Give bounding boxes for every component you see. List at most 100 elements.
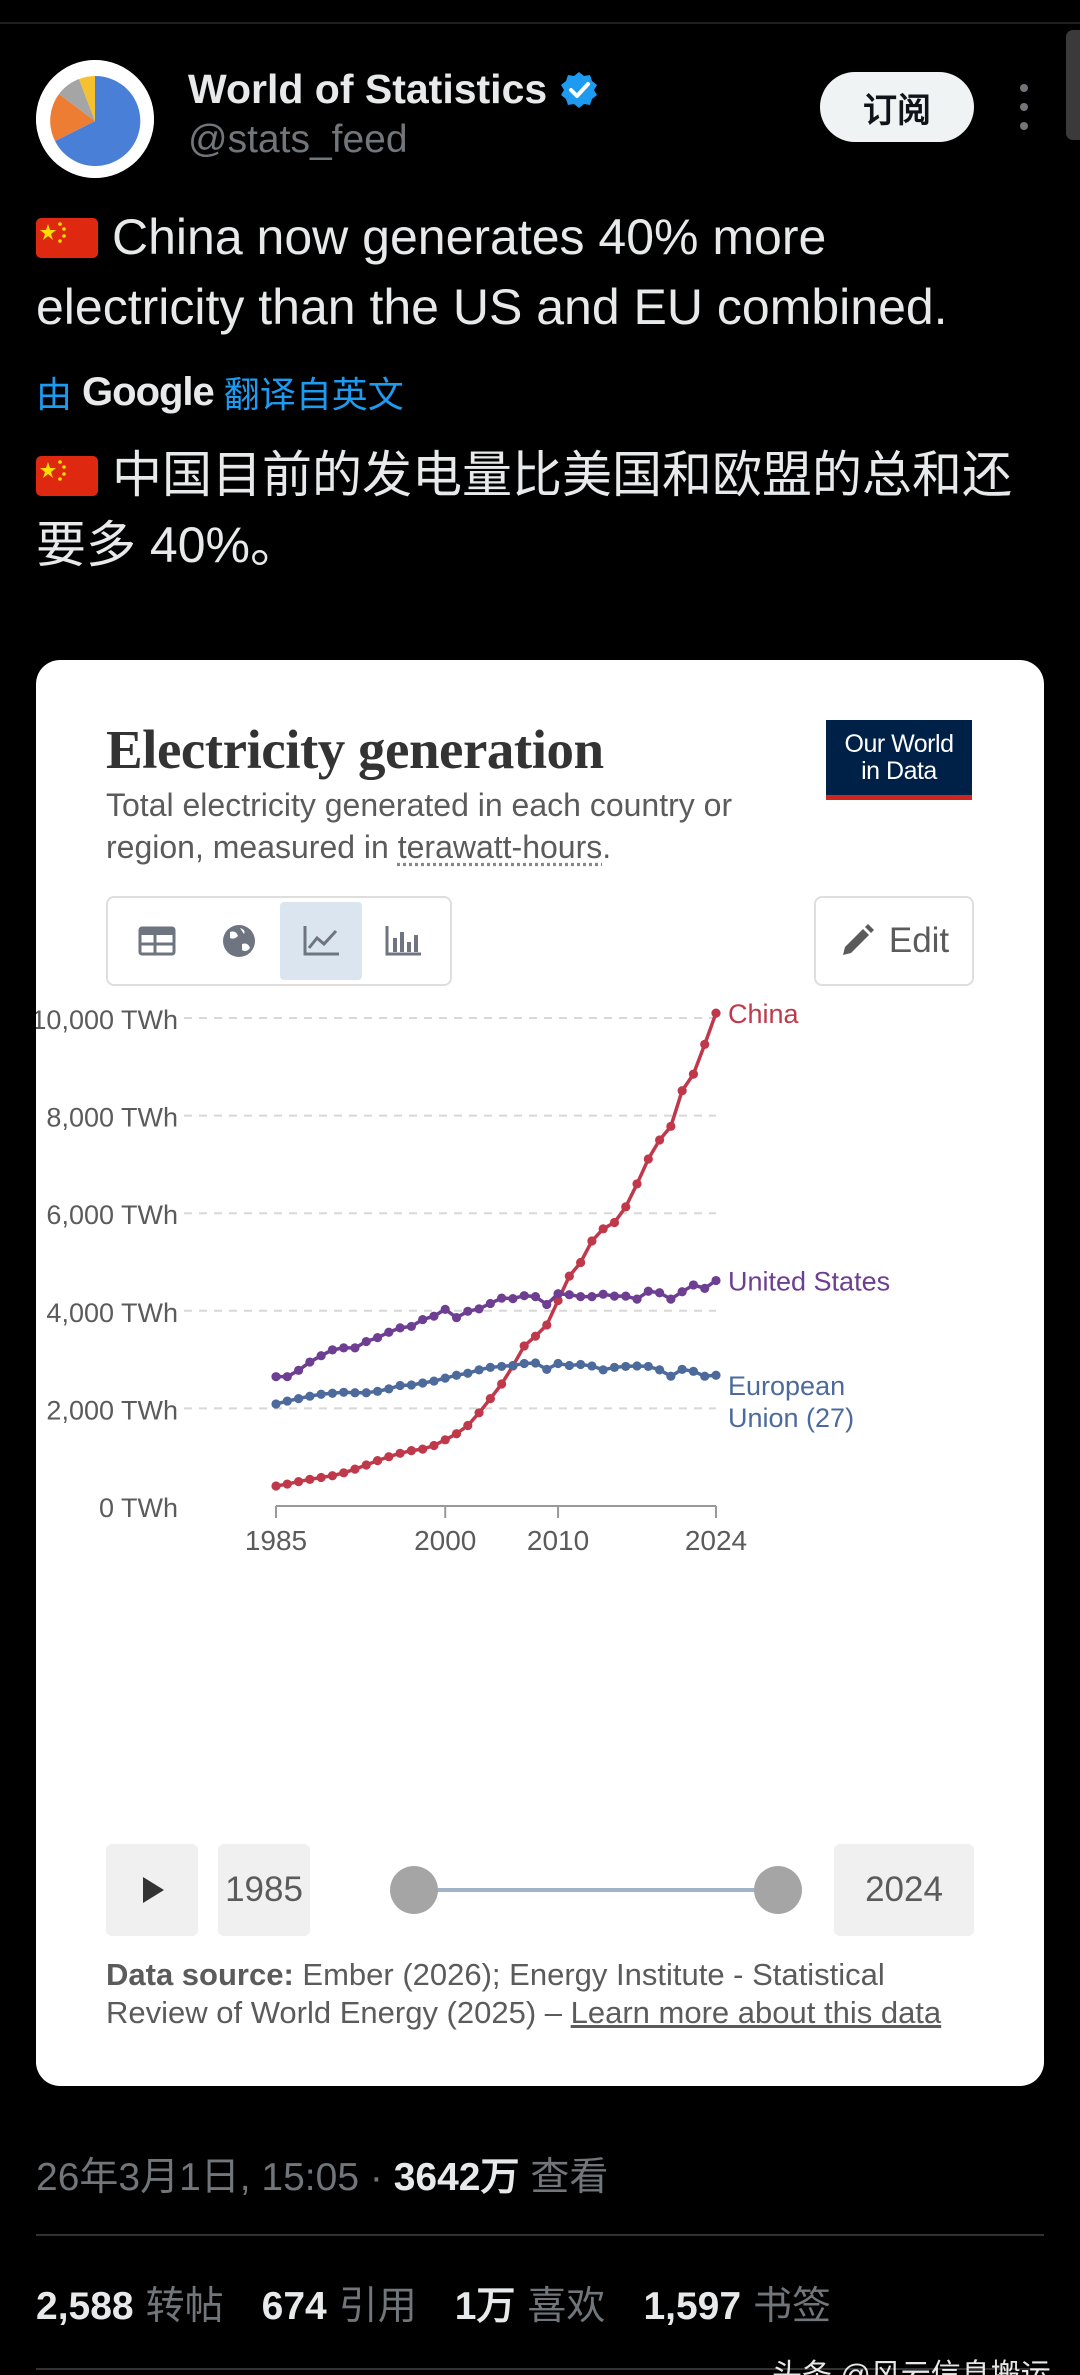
data-point xyxy=(531,1332,540,1341)
data-point xyxy=(463,1369,472,1378)
views-label: 查看 xyxy=(530,2156,608,2199)
edit-label: Edit xyxy=(889,921,949,961)
x-tick-label: 1985 xyxy=(245,1525,307,1556)
data-point xyxy=(463,1421,472,1430)
data-point xyxy=(474,1304,483,1313)
timeline-track[interactable] xyxy=(414,1888,774,1892)
data-point xyxy=(294,1366,303,1375)
timestamp[interactable]: 26年3月1日, 15:05 xyxy=(36,2156,359,2199)
series-label: China xyxy=(728,999,800,1029)
data-point xyxy=(305,1475,314,1484)
data-point xyxy=(632,1361,641,1370)
data-point xyxy=(384,1328,393,1337)
data-point xyxy=(531,1292,540,1301)
bar-chart-icon[interactable] xyxy=(362,902,444,980)
data-point xyxy=(407,1446,416,1455)
line-chart-icon[interactable] xyxy=(280,902,362,980)
stat-number: 674 xyxy=(262,2285,327,2328)
data-point xyxy=(441,1435,450,1444)
data-point xyxy=(271,1372,280,1381)
divider xyxy=(36,2234,1044,2236)
chart-card[interactable]: Electricity generation Total electricity… xyxy=(36,660,1044,2086)
watermark: 头条 @风云信息搬运工 xyxy=(772,2350,1080,2375)
more-options-icon[interactable] xyxy=(1010,84,1038,130)
table-icon[interactable] xyxy=(116,902,198,980)
start-year-box[interactable]: 1985 xyxy=(218,1844,310,1936)
data-point xyxy=(508,1361,517,1370)
data-point xyxy=(396,1449,405,1458)
data-point xyxy=(350,1388,359,1397)
data-point xyxy=(520,1291,529,1300)
series-label: Union (27) xyxy=(728,1403,854,1433)
scroll-handle[interactable] xyxy=(1066,30,1080,140)
avatar[interactable] xyxy=(36,60,154,178)
data-point xyxy=(317,1390,326,1399)
play-icon xyxy=(137,1874,167,1906)
end-year-box[interactable]: 2024 xyxy=(834,1844,974,1936)
stat-label: 喜欢 xyxy=(527,2285,605,2328)
data-point xyxy=(474,1365,483,1374)
author-handle[interactable]: @stats_feed xyxy=(188,118,408,162)
data-point xyxy=(429,1441,438,1450)
data-point xyxy=(271,1399,280,1408)
author-name-text: World of Statistics xyxy=(188,66,547,113)
globe-icon[interactable] xyxy=(198,902,280,980)
stat-item[interactable]: 1万 喜欢 xyxy=(455,2275,606,2331)
data-point xyxy=(587,1236,596,1245)
end-year-handle[interactable] xyxy=(754,1866,802,1914)
data-point xyxy=(396,1323,405,1332)
tweet-text: China now generates 40% more electricity… xyxy=(36,202,1046,342)
data-point xyxy=(542,1300,551,1309)
data-point xyxy=(587,1292,596,1301)
learn-more-link[interactable]: Learn more about this data xyxy=(571,1995,942,2030)
author-name[interactable]: World of Statistics xyxy=(188,66,599,113)
y-tick-label: 10,000 TWh xyxy=(36,1005,178,1035)
data-point xyxy=(610,1363,619,1372)
data-point xyxy=(565,1290,574,1299)
translation-attribution[interactable]: 由 Google 翻译自英文 xyxy=(36,366,404,418)
data-point xyxy=(486,1299,495,1308)
data-point xyxy=(283,1372,292,1381)
y-tick-label: 2,000 TWh xyxy=(46,1395,178,1425)
google-logo: Google xyxy=(82,370,214,415)
data-point xyxy=(610,1292,619,1301)
pie-avatar-icon xyxy=(36,60,154,178)
pencil-icon xyxy=(839,923,875,959)
data-point xyxy=(396,1381,405,1390)
data-point xyxy=(294,1394,303,1403)
data-point xyxy=(689,1070,698,1079)
data-point xyxy=(441,1305,450,1314)
data-point xyxy=(565,1272,574,1281)
data-point xyxy=(711,1276,720,1285)
translate-prefix: 由 xyxy=(36,366,72,418)
data-point xyxy=(542,1365,551,1374)
stat-item[interactable]: 674 引用 xyxy=(262,2275,417,2331)
play-button[interactable] xyxy=(106,1844,198,1936)
data-point xyxy=(644,1154,653,1163)
owid-logo-line2: in Data xyxy=(845,758,954,785)
data-point xyxy=(700,1372,709,1381)
verified-badge-icon xyxy=(559,70,599,110)
data-point xyxy=(271,1481,280,1490)
translated-text-body: 中国目前的发电量比美国和欧盟的总和还要多 40%。 xyxy=(36,447,1012,573)
stat-item[interactable]: 2,588 转帖 xyxy=(36,2275,224,2331)
stat-item[interactable]: 1,597 书签 xyxy=(643,2275,831,2331)
data-point xyxy=(553,1359,562,1368)
data-point xyxy=(520,1359,529,1368)
y-tick-label: 4,000 TWh xyxy=(46,1298,178,1328)
subtitle-suffix: . xyxy=(602,829,611,865)
data-point xyxy=(565,1361,574,1370)
edit-button[interactable]: Edit xyxy=(814,896,974,986)
data-point xyxy=(599,1365,608,1374)
start-year-handle[interactable] xyxy=(390,1866,438,1914)
line-chart: 0 TWh 2,000 TWh 4,000 TWh 6,000 TWh 8,000 TW… xyxy=(36,990,1044,1840)
data-point xyxy=(362,1337,371,1346)
data-point xyxy=(384,1384,393,1393)
chart-title: Electricity generation xyxy=(106,718,604,781)
subtitle-link[interactable]: terawatt-hours xyxy=(398,829,603,865)
owid-logo[interactable]: Our World in Data xyxy=(826,720,972,800)
subscribe-button[interactable]: 订阅 xyxy=(820,72,974,142)
data-point xyxy=(362,1460,371,1469)
stat-number: 1万 xyxy=(455,2285,516,2328)
data-point xyxy=(711,1009,720,1018)
